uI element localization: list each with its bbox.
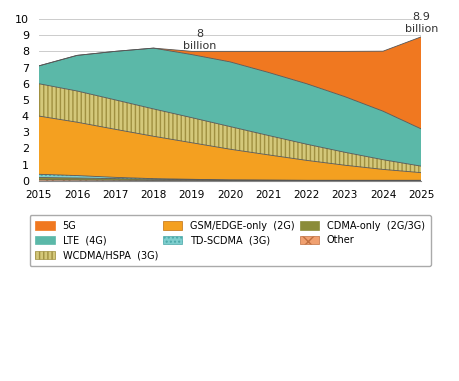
Legend: 5G, LTE  (4G), WCDMA/HSPA  (3G), GSM/EDGE-only  (2G), TD-SCDMA  (3G), CDMA-only : 5G, LTE (4G), WCDMA/HSPA (3G), GSM/EDGE-… [29,215,431,266]
Text: 8
billion: 8 billion [183,29,216,51]
Text: 8.9
billion: 8.9 billion [405,12,438,34]
